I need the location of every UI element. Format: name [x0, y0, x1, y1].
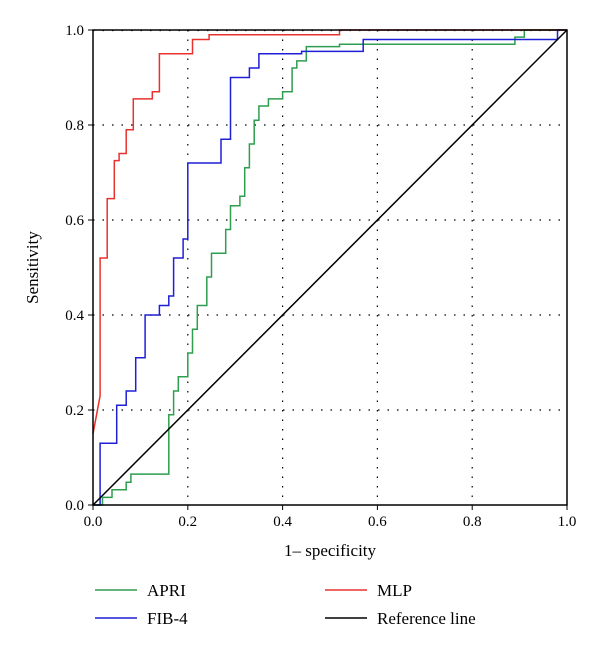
series-line-fib-4 [93, 29, 567, 506]
x-tick-label: 0.4 [273, 514, 292, 530]
series-lines [92, 29, 568, 506]
x-tick-label: 0.2 [178, 514, 197, 530]
y-tick-label: 0.4 [65, 308, 84, 324]
y-axis-label: Sensitivity [23, 231, 42, 304]
x-tick-label: 0.0 [84, 514, 103, 530]
grid-lines [93, 29, 567, 505]
legend-label-mlp: MLP [377, 581, 412, 600]
y-tick-label: 0.2 [65, 403, 84, 419]
plot-frame [92, 29, 568, 506]
axis-ticks: 0.0 0.2 0.4 0.6 0.8 1.0 0.0 0.2 0.4 0.6 0.8 1.0 [65, 23, 576, 530]
x-tick-label: 0.6 [368, 514, 387, 530]
legend-label-reference-line: Reference line [377, 609, 476, 628]
series-line-mlp [92, 29, 567, 434]
legend: APRI FIB-4 MLP Reference line [95, 581, 476, 628]
y-tick-label: 0.6 [65, 213, 84, 229]
x-tick-label: 1.0 [558, 514, 577, 530]
legend-label-fib-4: FIB-4 [147, 609, 188, 628]
y-tick-label: 0.8 [65, 118, 84, 134]
y-tick-label: 1.0 [65, 23, 84, 39]
x-tick-label: 0.8 [463, 514, 482, 530]
series-line-apri [93, 29, 567, 506]
y-tick-label: 0.0 [65, 498, 84, 514]
legend-label-apri: APRI [147, 581, 186, 600]
x-axis-label: 1– specificity [284, 541, 377, 560]
series-line-reference-line [92, 29, 568, 506]
